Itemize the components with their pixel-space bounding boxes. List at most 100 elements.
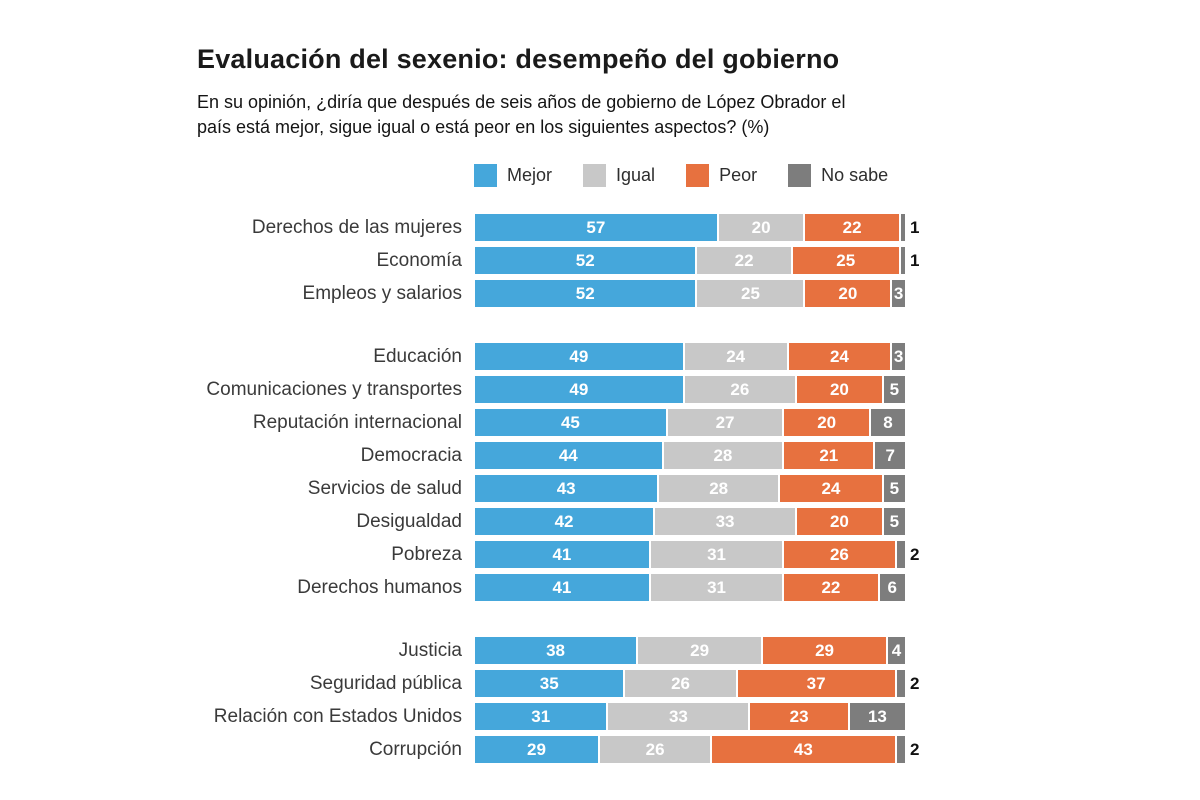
bar-segment-mejor: 41 — [475, 574, 649, 601]
bar-reputacion-internacional: 45 27 20 8 — [475, 409, 905, 436]
bar-segment-mejor: 49 — [475, 376, 683, 403]
row-label-seguridad-publica: Seguridad pública — [309, 672, 462, 694]
bar-segment-igual: 27 — [667, 409, 783, 436]
legend: Mejor Igual Peor No sabe — [474, 164, 888, 187]
chart-row-democracia: Democracia 44 28 21 7 — [0, 439, 1200, 472]
legend-swatch-peor — [686, 164, 710, 187]
chart-row-empleos-y-salarios: Empleos y salarios 52 25 20 3 — [0, 277, 1200, 310]
bar-segment-igual: 26 — [599, 736, 711, 763]
row-label-pobreza: Pobreza — [391, 543, 462, 565]
chart-row-derechos-humanos: Derechos humanos 41 31 22 6 — [0, 571, 1200, 604]
bar-pobreza: 41 31 26 — [475, 541, 905, 568]
bar-segment-peor: 43 — [712, 736, 895, 763]
bar-segment-no-sabe — [896, 541, 905, 568]
chart-row-servicios-de-salud: Servicios de salud 43 28 24 5 — [0, 472, 1200, 505]
page-title: Evaluación del sexenio: desempeño del go… — [197, 44, 840, 74]
legend-item-peor: Peor — [686, 164, 757, 187]
value-label-no-sabe-outside: 2 — [910, 673, 920, 693]
row-label-empleos-y-salarios: Empleos y salarios — [302, 282, 462, 304]
row-label-democracia: Democracia — [360, 444, 462, 466]
bar-segment-mejor: 43 — [475, 475, 658, 502]
bar-segment-no-sabe: 13 — [849, 703, 905, 730]
bar-seguridad-publica: 35 26 37 — [475, 670, 905, 697]
stacked-bar-chart: Derechos de las mujeres 57 20 22 1 Economía 52… — [0, 211, 1200, 766]
row-label-servicios-de-salud: Servicios de salud — [307, 477, 462, 499]
chart-group-1: Derechos de las mujeres 57 20 22 1 Economía 52… — [0, 211, 1200, 310]
bar-segment-mejor: 42 — [475, 508, 654, 535]
chart-row-comunicaciones-y-transportes: Comunicaciones y transportes 49 26 20 5 — [0, 373, 1200, 406]
bar-relacion-con-estados-unidos: 31 33 23 13 — [475, 703, 905, 730]
bar-segment-igual: 28 — [659, 475, 779, 502]
bar-segment-no-sabe: 8 — [871, 409, 905, 436]
value-label-no-sabe-outside: 1 — [910, 250, 920, 270]
bar-segment-igual: 20 — [718, 214, 804, 241]
bar-segment-mejor: 44 — [475, 442, 662, 469]
bar-segment-igual: 26 — [625, 670, 736, 697]
bar-corrupcion: 29 26 43 — [475, 736, 905, 763]
legend-item-igual: Igual — [583, 164, 655, 187]
bar-educacion: 49 24 24 3 — [475, 343, 906, 370]
chart-group-3: Justicia 38 29 29 4 Seguridad pública 35 26 37 2 R… — [0, 634, 1200, 766]
chart-row-educacion: Educación 49 24 24 3 — [0, 340, 1200, 373]
bar-segment-peor: 20 — [784, 409, 870, 436]
row-label-derechos-humanos: Derechos humanos — [297, 576, 462, 598]
chart-group-2: Educación 49 24 24 3 Comunicaciones y transpo… — [0, 340, 1200, 604]
legend-label-igual: Igual — [616, 165, 656, 185]
bar-segment-no-sabe: 7 — [875, 442, 906, 469]
bar-segment-igual: 22 — [697, 247, 791, 274]
bar-segment-igual: 31 — [650, 541, 783, 568]
bar-segment-mejor: 29 — [475, 736, 598, 763]
bar-segment-igual: 33 — [608, 703, 749, 730]
bar-segment-igual: 28 — [663, 442, 783, 469]
bar-segment-peor: 21 — [784, 442, 874, 469]
row-label-economia: Economía — [376, 249, 462, 271]
bar-segment-no-sabe: 4 — [888, 637, 905, 664]
row-label-reputacion-internacional: Reputación internacional — [252, 411, 462, 433]
bar-segment-no-sabe — [896, 670, 905, 697]
bar-segment-no-sabe: 5 — [883, 508, 905, 535]
value-label-no-sabe-outside: 1 — [910, 217, 920, 237]
row-label-corrupcion: Corrupción — [369, 738, 462, 760]
legend-label-no-sabe: No sabe — [821, 165, 889, 185]
bar-segment-peor: 23 — [750, 703, 848, 730]
chart-row-seguridad-publica: Seguridad pública 35 26 37 2 — [0, 667, 1200, 700]
row-label-comunicaciones-y-transportes: Comunicaciones y transportes — [206, 378, 462, 400]
bar-segment-mejor: 49 — [475, 343, 683, 370]
bar-segment-no-sabe: 5 — [883, 475, 905, 502]
bar-segment-mejor: 35 — [475, 670, 624, 697]
row-label-derechos-de-las-mujeres: Derechos de las mujeres — [251, 216, 462, 238]
bar-segment-peor: 20 — [805, 280, 891, 307]
bar-segment-mejor: 31 — [475, 703, 607, 730]
bar-derechos-de-las-mujeres: 57 20 22 — [475, 214, 905, 241]
chart-row-relacion-con-estados-unidos: Relación con Estados Unidos 31 33 23 13 — [0, 700, 1200, 733]
legend-label-peor: Peor — [719, 165, 758, 185]
bar-segment-igual: 31 — [650, 574, 783, 601]
legend-swatch-no-sabe — [788, 164, 812, 187]
bar-segment-no-sabe: 3 — [892, 280, 905, 307]
bar-segment-mejor: 52 — [475, 247, 696, 274]
bar-segment-igual: 33 — [655, 508, 795, 535]
bar-segment-peor: 20 — [797, 508, 882, 535]
bar-justicia: 38 29 29 4 — [475, 637, 905, 664]
bar-segment-mejor: 45 — [475, 409, 666, 436]
bar-segment-peor: 37 — [737, 670, 895, 697]
bar-segment-peor: 25 — [792, 247, 899, 274]
legend-label-mejor: Mejor — [507, 165, 553, 185]
row-label-desigualdad: Desigualdad — [356, 510, 462, 532]
bar-segment-igual: 29 — [638, 637, 762, 664]
chart-row-corrupcion: Corrupción 29 26 43 2 — [0, 733, 1200, 766]
value-label-no-sabe-outside: 2 — [910, 544, 920, 564]
chart-row-justicia: Justicia 38 29 29 4 — [0, 634, 1200, 667]
bar-segment-no-sabe: 6 — [879, 574, 905, 601]
bar-derechos-humanos: 41 31 22 6 — [475, 574, 905, 601]
bar-segment-peor: 24 — [780, 475, 882, 502]
bar-segment-mejor: 38 — [475, 637, 637, 664]
bar-segment-igual: 26 — [684, 376, 795, 403]
bar-segment-peor: 26 — [784, 541, 895, 568]
bar-segment-mejor: 52 — [475, 280, 696, 307]
bar-segment-mejor: 57 — [475, 214, 717, 241]
chart-row-desigualdad: Desigualdad 42 33 20 5 — [0, 505, 1200, 538]
bar-segment-peor: 24 — [788, 343, 891, 370]
bar-segment-peor: 22 — [784, 574, 878, 601]
